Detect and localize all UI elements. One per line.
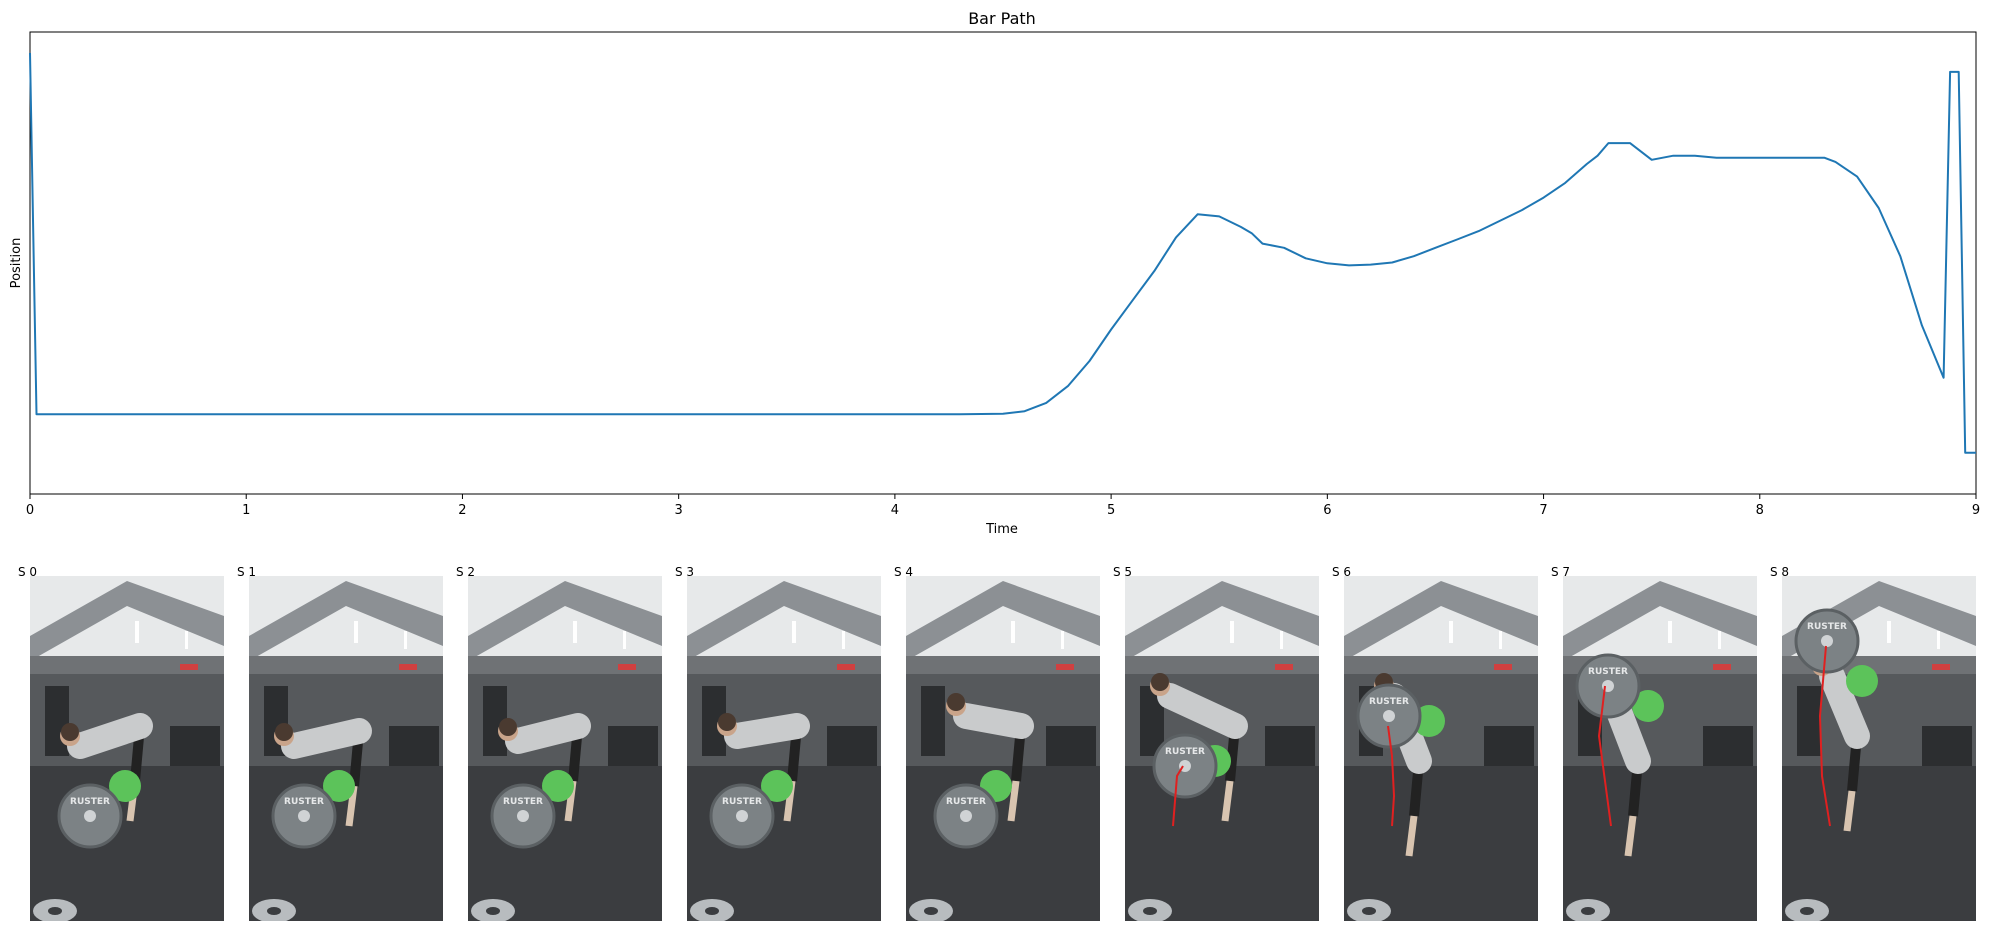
frame-label: S 5 — [1113, 565, 1133, 579]
x-tick-label: 0 — [26, 503, 34, 518]
frame-label: S 7 — [1551, 565, 1571, 579]
x-tick-label: 6 — [1323, 503, 1331, 518]
frame-thumbnail: RUSTER — [30, 576, 224, 921]
x-tick-label: 9 — [1972, 503, 1980, 518]
frame-thumbnail: RUSTER — [687, 576, 881, 921]
frame-thumbnail: RUSTER — [1125, 576, 1319, 921]
frame-label: S 6 — [1332, 565, 1352, 579]
x-axis-ticks: 0 1 2 3 4 5 6 7 8 9 — [26, 494, 1980, 518]
bar-path-chart: Bar Path 0 1 2 3 4 5 6 7 8 9 Time Position — [9, 9, 1980, 537]
svg-text:RUSTER: RUSTER — [1807, 622, 1847, 632]
chart-title: Bar Path — [968, 9, 1036, 28]
bar-path-line — [29, 52, 1976, 454]
x-tick-label: 1 — [242, 503, 250, 518]
x-tick-label: 8 — [1756, 503, 1764, 518]
frame-label: S 1 — [237, 565, 257, 579]
svg-text:RUSTER: RUSTER — [1165, 747, 1205, 757]
frame-thumbnail: RUSTER — [906, 576, 1100, 921]
frame-thumbnail: RUSTER — [249, 576, 443, 921]
x-tick-label: 3 — [675, 503, 683, 518]
frame-label: S 0 — [18, 565, 38, 579]
frame-label: S 4 — [894, 565, 914, 579]
frame-thumbnail: RUSTER — [1563, 576, 1757, 921]
svg-text:RUSTER: RUSTER — [722, 797, 762, 807]
plot-area-frame — [29, 31, 1977, 495]
frame-label: S 2 — [456, 565, 476, 579]
svg-text:RUSTER: RUSTER — [946, 797, 986, 807]
svg-text:RUSTER: RUSTER — [1369, 697, 1409, 707]
svg-text:RUSTER: RUSTER — [70, 797, 110, 807]
frame-thumbnail: RUSTER — [468, 576, 662, 921]
x-tick-label: 2 — [458, 503, 466, 518]
y-axis-label: Position — [9, 238, 24, 289]
x-axis-label: Time — [985, 522, 1018, 537]
svg-text:RUSTER: RUSTER — [284, 797, 324, 807]
frame-label: S 8 — [1770, 565, 1790, 579]
x-tick-label: 4 — [891, 503, 899, 518]
svg-text:RUSTER: RUSTER — [503, 797, 543, 807]
frame-thumbnail: RUSTER — [1344, 576, 1538, 921]
x-tick-label: 5 — [1107, 503, 1115, 518]
x-tick-label: 7 — [1539, 503, 1547, 518]
frame-thumbnail: RUSTER — [1782, 576, 1976, 921]
frame-label: S 3 — [675, 565, 695, 579]
svg-text:RUSTER: RUSTER — [1588, 667, 1628, 677]
